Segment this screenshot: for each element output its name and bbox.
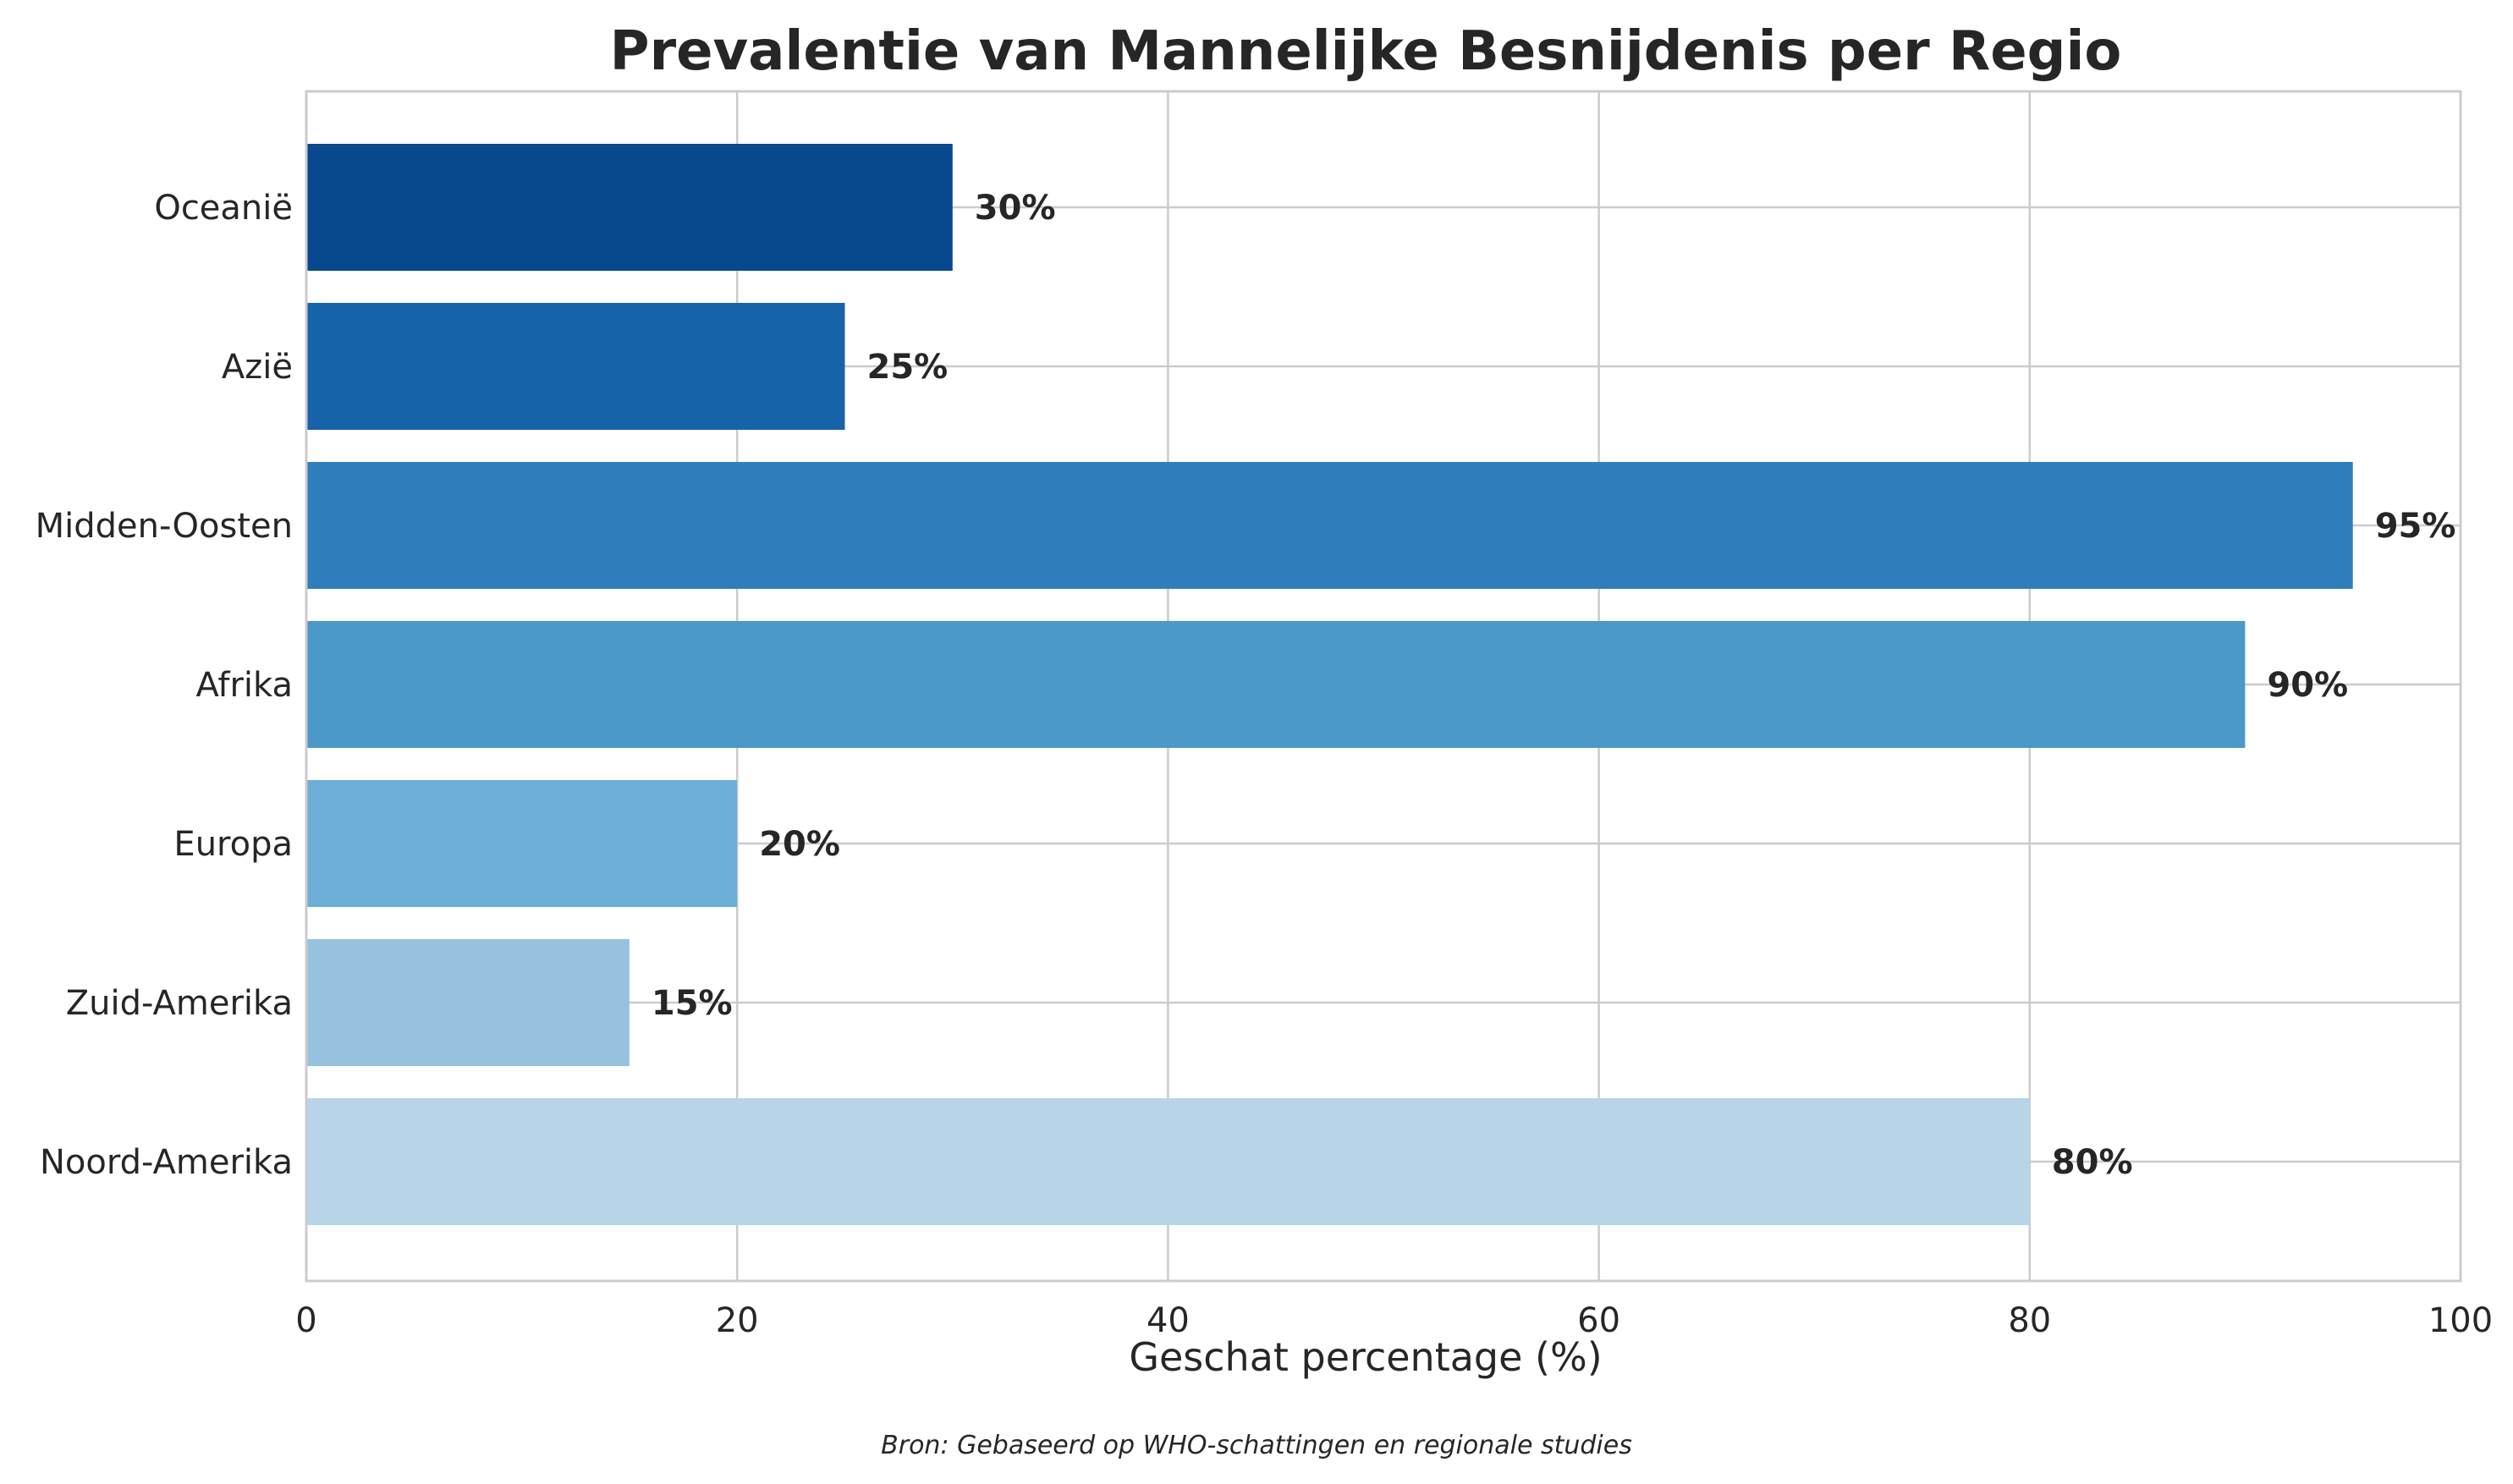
data-label: 90% bbox=[2267, 666, 2348, 705]
bar-midden-oosten bbox=[306, 462, 2353, 589]
chart-title: Prevalentie van Mannelijke Besnijdenis p… bbox=[610, 20, 2122, 83]
x-tick-label: 20 bbox=[716, 1301, 759, 1340]
x-tick-label: 60 bbox=[1577, 1301, 1620, 1340]
data-label: 15% bbox=[652, 984, 733, 1023]
data-label: 25% bbox=[867, 348, 949, 387]
x-tick-label: 80 bbox=[2008, 1301, 2051, 1340]
x-tick-labels: 0 20 40 60 80 100 bbox=[295, 1301, 2493, 1340]
data-label: 20% bbox=[759, 825, 840, 864]
y-tick-label: Zuid-Amerika bbox=[66, 984, 293, 1023]
y-tick-labels: Noord-Amerika Zuid-Amerika Europa Afrika Mid… bbox=[36, 189, 293, 1182]
y-tick-label: Europa bbox=[173, 825, 293, 864]
plot-frame bbox=[305, 90, 2462, 1283]
y-tick-label: Oceanië bbox=[154, 189, 293, 228]
bar-afrika bbox=[306, 621, 2246, 748]
y-tick-label: Midden-Oosten bbox=[36, 507, 293, 546]
data-label: 95% bbox=[2375, 507, 2456, 546]
x-tick-label: 100 bbox=[2428, 1301, 2493, 1340]
data-label: 80% bbox=[2052, 1143, 2133, 1182]
bar-zuid-amerika bbox=[306, 939, 630, 1066]
data-label: 30% bbox=[975, 189, 1056, 228]
y-tick-label: Noord-Amerika bbox=[40, 1143, 293, 1182]
bar-europa bbox=[306, 780, 738, 907]
bar-oceani- bbox=[306, 144, 953, 271]
y-tick-label: Afrika bbox=[195, 666, 293, 705]
source-note: Bron: Gebaseerd op WHO-schattingen en re… bbox=[881, 1431, 1632, 1460]
y-tick-label: Azië bbox=[222, 348, 293, 387]
x-axis-label: Geschat percentage (%) bbox=[1129, 1334, 1602, 1380]
bar-azi- bbox=[306, 303, 845, 430]
data-labels: 80% 15% 20% 90% 95% 25% 30% bbox=[652, 189, 2456, 1182]
x-tick-label: 0 bbox=[295, 1301, 316, 1340]
bar-noord-amerika bbox=[306, 1098, 2030, 1225]
x-tick-label: 40 bbox=[1147, 1301, 1190, 1340]
bars bbox=[306, 144, 2353, 1225]
